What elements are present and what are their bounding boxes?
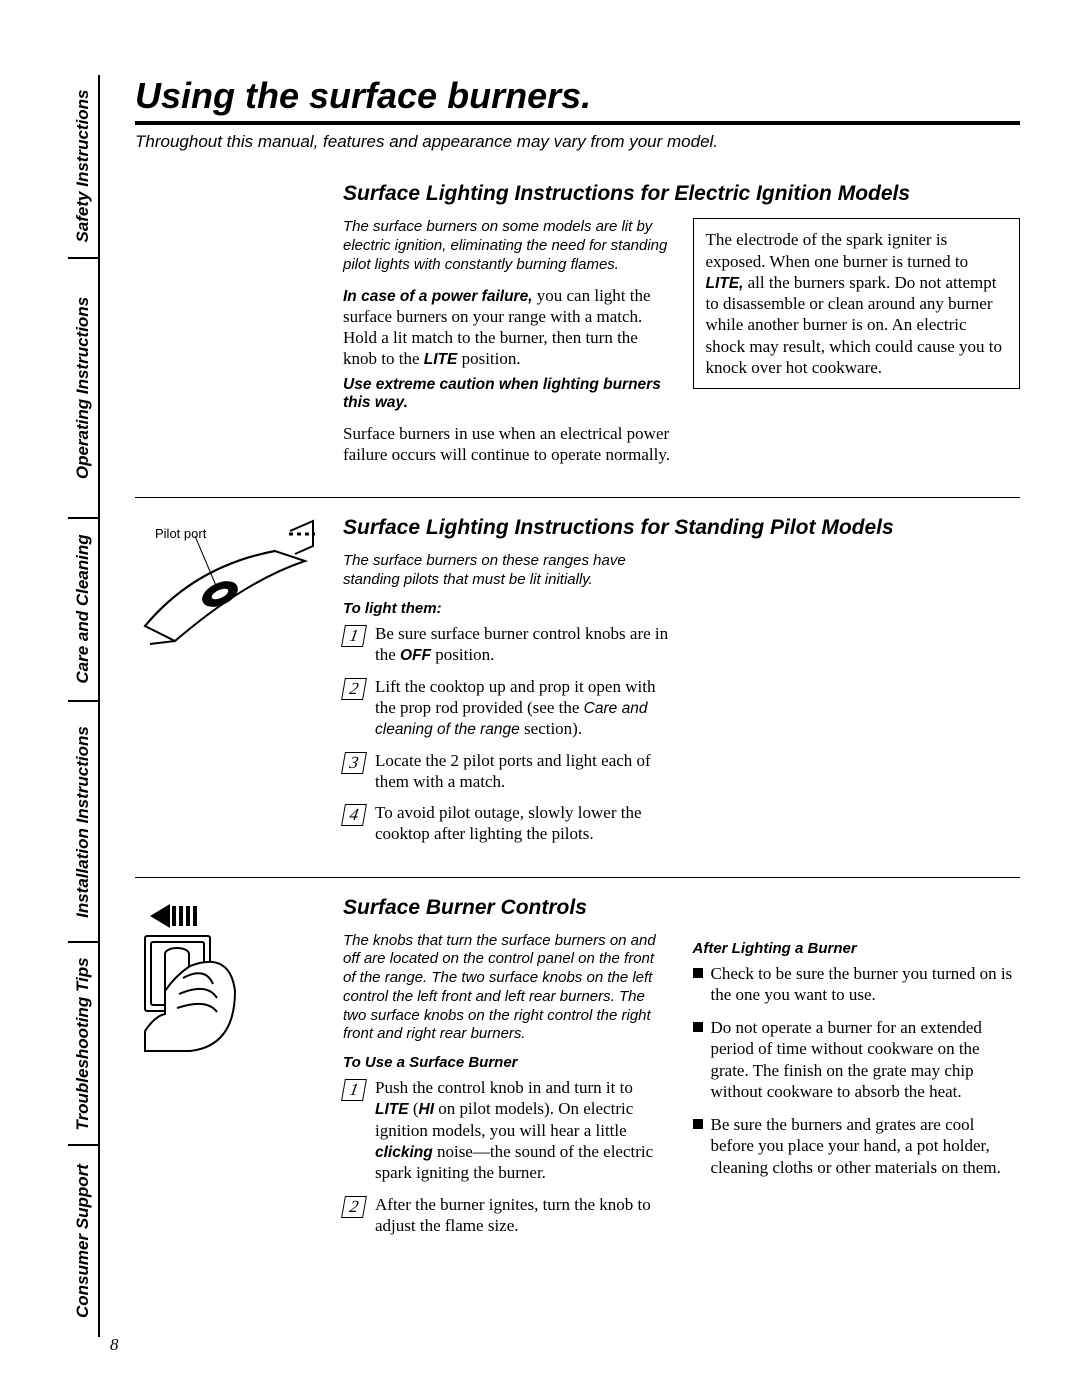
caution-text: Use extreme caution when lighting burner… (343, 376, 671, 413)
title-rule (135, 121, 1020, 125)
tab-installation[interactable]: Installation Instructions (68, 702, 98, 943)
step-number: 4 (341, 804, 367, 826)
bullet-icon (693, 1119, 703, 1129)
step-2: 2 After the burner ignites, turn the kno… (343, 1194, 671, 1237)
page: Safety Instructions Operating Instructio… (0, 0, 1080, 1397)
lead-bold: In case of a power failure, (343, 288, 533, 305)
page-subtitle: Throughout this manual, features and app… (135, 131, 1020, 152)
step-4: 4 To avoid pilot outage, slowly lower th… (343, 802, 671, 845)
sub-heading-left: To Use a Surface Burner (343, 1054, 671, 1071)
bullet-3: Be sure the burners and grates are cool … (693, 1114, 1021, 1178)
intro-text: The knobs that turn the surface burners … (343, 932, 671, 1045)
tab-label: Operating Instructions (73, 296, 93, 478)
tab-label: Safety Instructions (73, 89, 93, 242)
knob-illustration-icon (135, 896, 255, 1056)
section-rule (135, 497, 1020, 498)
bullet-icon (693, 1022, 703, 1032)
step-3: 3 Locate the 2 pilot ports and light eac… (343, 750, 671, 793)
tab-safety[interactable]: Safety Instructions (68, 75, 98, 259)
section-electric-ignition: Surface Lighting Instructions for Electr… (135, 182, 1020, 475)
step-number: 2 (341, 678, 367, 700)
step-1: 1 Be sure surface burner control knobs a… (343, 623, 671, 666)
bullet-1: Check to be sure the burner you turned o… (693, 963, 1021, 1006)
bullet-2: Do not operate a burner for an extended … (693, 1017, 1021, 1102)
step-1: 1 Push the control knob in and turn it t… (343, 1077, 671, 1184)
warning-box: The electrode of the spark igniter is ex… (693, 218, 1021, 389)
section-heading: Surface Lighting Instructions for Electr… (343, 182, 1020, 206)
illus-col-empty (135, 182, 325, 475)
illus-knob (135, 896, 325, 1247)
step-2: 2 Lift the cooktop up and prop it open w… (343, 676, 671, 740)
illus-pilot-port: Pilot port (135, 516, 325, 854)
bullet-icon (693, 968, 703, 978)
sub-heading-right: After Lighting a Burner (693, 940, 1021, 957)
section-heading: Surface Burner Controls (343, 896, 1020, 920)
sub-heading: To light them: (343, 600, 671, 617)
tab-label: Care and Cleaning (73, 535, 93, 684)
section-standing-pilot: Pilot port (135, 516, 1020, 854)
step-number: 2 (341, 1196, 367, 1218)
intro-text: The surface burners on some models are l… (343, 218, 671, 274)
content: Using the surface burners. Throughout th… (135, 75, 1020, 1246)
step-number: 3 (341, 752, 367, 774)
tab-care[interactable]: Care and Cleaning (68, 519, 98, 703)
tab-label: Troubleshooting Tips (73, 957, 93, 1130)
warning-text: The electrode of the spark igniter is ex… (706, 229, 1008, 378)
section-burner-controls: Surface Burner Controls The knobs that t… (135, 896, 1020, 1247)
tab-label: Installation Instructions (73, 726, 93, 918)
illus-label: Pilot port (155, 526, 206, 541)
intro-text: The surface burners on these ranges have… (343, 552, 671, 590)
step-number: 1 (341, 625, 367, 647)
page-number: 8 (110, 1335, 119, 1355)
section-rule (135, 877, 1020, 878)
tab-consumer[interactable]: Consumer Support (68, 1146, 98, 1337)
power-failure-para: In case of a power failure, you can ligh… (343, 285, 671, 370)
tab-label: Consumer Support (73, 1164, 93, 1318)
continue-text: Surface burners in use when an electrica… (343, 423, 671, 466)
side-tabs: Safety Instructions Operating Instructio… (68, 75, 100, 1337)
tab-troubleshooting[interactable]: Troubleshooting Tips (68, 943, 98, 1146)
step-number: 1 (341, 1079, 367, 1101)
page-title: Using the surface burners. (135, 75, 1020, 117)
section-heading: Surface Lighting Instructions for Standi… (343, 516, 1020, 540)
tab-operating[interactable]: Operating Instructions (68, 259, 98, 519)
